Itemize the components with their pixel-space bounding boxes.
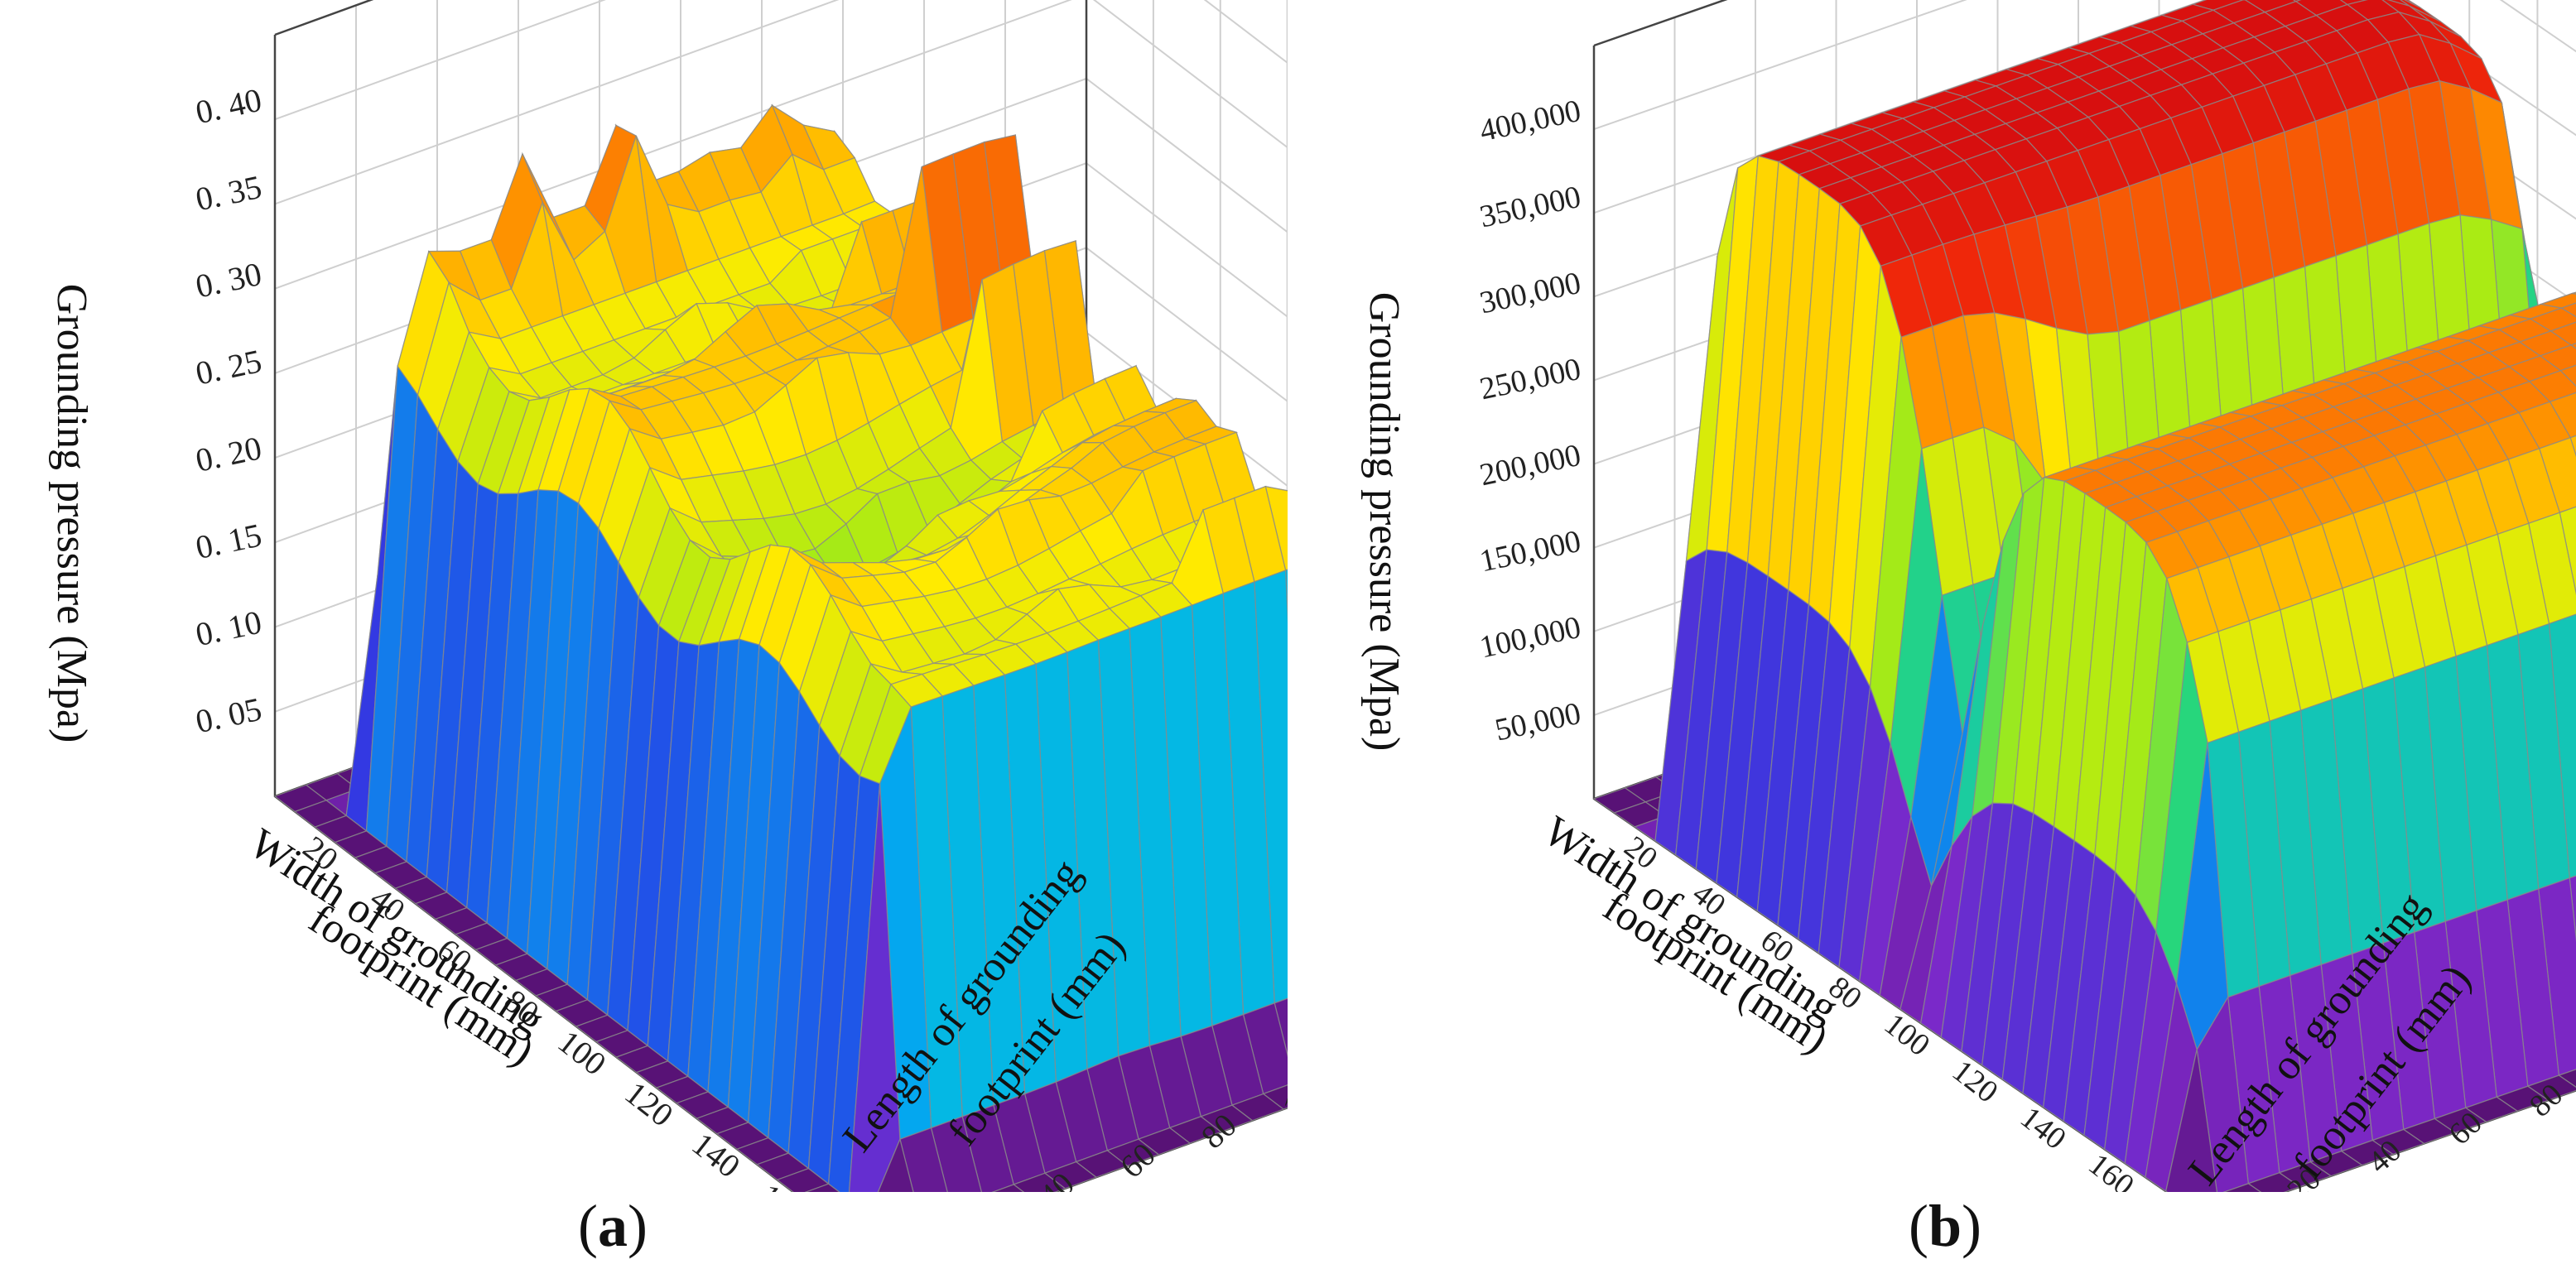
surface-facet: [804, 1183, 840, 1192]
z-tick-label: 200,000: [1476, 438, 1584, 493]
z-tick-label: 100,000: [1476, 610, 1584, 666]
surface-chart-a: 0. 05 0. 10 0. 15 0. 20 0. 25 0. 30 0. 35 0. 40…: [48, 0, 1288, 1192]
panel-b: 50,000 100,000 150,000 200,000 250,000 300,00…: [1288, 0, 2576, 1288]
surface-facet: [2246, 1172, 2301, 1192]
z-tick-label: 0. 10: [192, 603, 265, 654]
z-tick-label: 0. 35: [192, 168, 265, 219]
z-axis-label: Grounding pressure (Mpa): [48, 284, 95, 743]
z-tick-label: 300,000: [1476, 266, 1584, 321]
surface-facet: [2222, 1183, 2262, 1192]
surface-facet: [2164, 1049, 2218, 1192]
caption-a: (a): [578, 1193, 648, 1259]
z-tick-label: 0. 25: [192, 342, 265, 392]
z-tick-label: 0. 30: [192, 255, 265, 305]
z-tick-label: 0. 20: [192, 429, 265, 479]
z-tick-label: 0. 15: [192, 516, 265, 566]
panel-a: 0. 05 0. 10 0. 15 0. 20 0. 25 0. 30 0. 35 0. 40…: [48, 0, 1288, 1259]
z-tick-label: 150,000: [1476, 524, 1584, 579]
surface-b: [1592, 0, 2576, 1192]
surface-a: [273, 103, 1288, 1192]
surface-chart-b: 50,000 100,000 150,000 200,000 250,000 300,00…: [1360, 0, 2576, 1192]
surface-facet: [877, 1137, 914, 1192]
z-tick-label: 250,000: [1476, 352, 1584, 407]
surface-facet: [899, 1127, 948, 1192]
z-tick-label: 350,000: [1476, 180, 1584, 235]
z-tick-label: 400,000: [1476, 94, 1584, 149]
caption-b: (b): [1909, 1193, 1982, 1259]
surface-facet: [991, 1184, 1025, 1192]
z-tick-label: 0. 05: [192, 690, 265, 741]
z-tick-label: 0. 40: [192, 81, 265, 132]
surface-facet: [1012, 1172, 1067, 1192]
z-tick-label: 50,000: [1492, 696, 1584, 748]
z-axis-label: Grounding pressure (Mpa): [1360, 292, 1408, 752]
